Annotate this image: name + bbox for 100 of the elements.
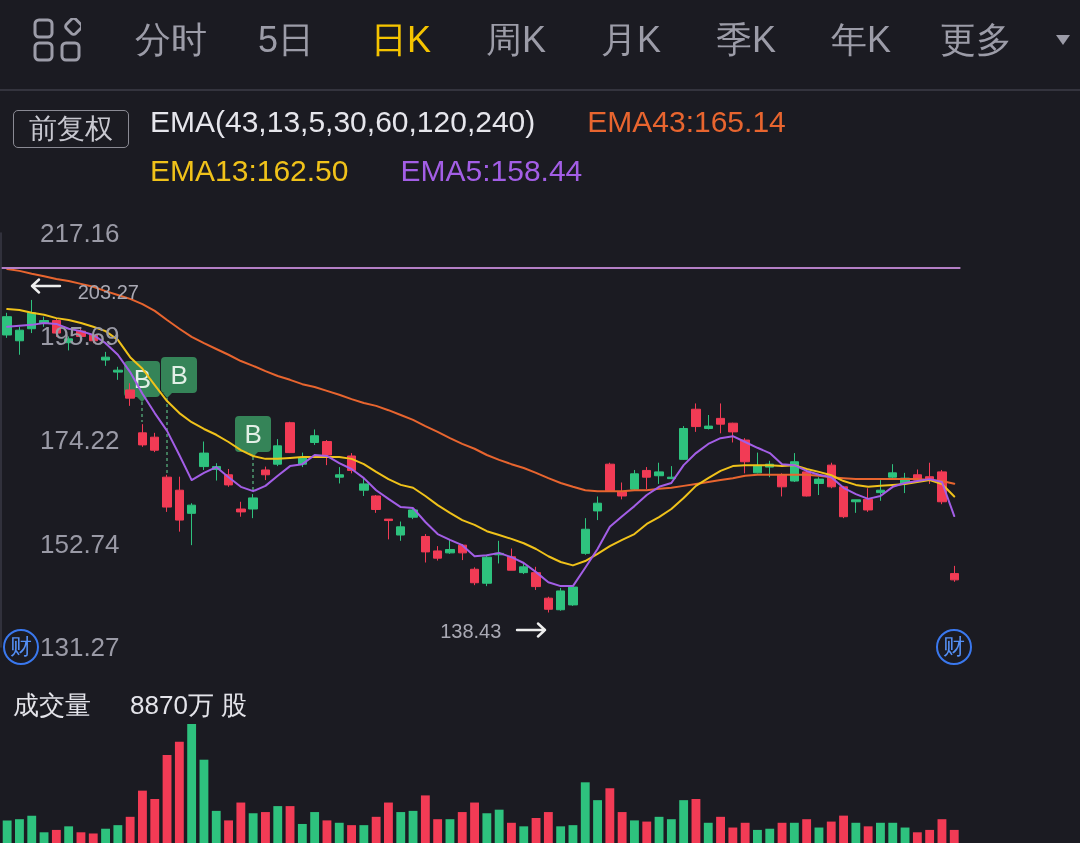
bar [359, 825, 369, 843]
bar [236, 802, 246, 843]
bar [433, 819, 443, 843]
bar [912, 832, 922, 843]
candlestick [482, 554, 492, 587]
bar [150, 798, 160, 843]
candlestick [150, 432, 159, 453]
bar [949, 829, 959, 843]
bar [125, 816, 135, 843]
bar [297, 823, 307, 843]
candlestick [814, 476, 824, 496]
button: 前复权 [13, 110, 129, 148]
bar [445, 819, 455, 843]
line-series [6, 267, 956, 493]
bar [224, 820, 233, 843]
bar [753, 829, 762, 843]
candlestick [544, 596, 553, 613]
candlestick [642, 466, 651, 490]
bar [691, 798, 701, 843]
tab-label: 分时 [135, 18, 207, 62]
candlestick [556, 587, 565, 612]
candlestick [950, 565, 959, 583]
bar [15, 819, 24, 843]
bar [728, 827, 738, 843]
candlestick [740, 437, 750, 474]
candlestick [236, 501, 246, 518]
tab-label: 5日 [258, 18, 314, 62]
bar [617, 812, 627, 843]
bar [863, 826, 873, 843]
candlestick [285, 421, 295, 454]
candlestick [507, 548, 516, 571]
bar [851, 822, 861, 843]
bar [113, 825, 123, 843]
bar [261, 812, 270, 843]
bar [789, 822, 799, 843]
bar [64, 826, 74, 843]
bar [716, 816, 725, 843]
candlestick [728, 422, 738, 443]
bar [556, 826, 566, 843]
candlestick [113, 366, 123, 381]
bar [162, 754, 172, 843]
bar [88, 833, 98, 843]
candlestick [310, 428, 319, 446]
candlestick [630, 469, 639, 491]
candlestick [888, 463, 897, 479]
bar [679, 800, 689, 843]
bar [839, 815, 848, 843]
bar [211, 810, 221, 843]
circle-badge: 财 [936, 629, 973, 665]
bar [371, 816, 381, 843]
bar [273, 806, 283, 843]
candlestick [753, 452, 762, 474]
bar [384, 802, 393, 843]
tab-label: 年K [831, 18, 891, 62]
bar [543, 812, 553, 843]
candlestick [851, 499, 861, 514]
candlestick [138, 423, 147, 448]
bar [519, 826, 529, 843]
annotation: B [169, 358, 189, 392]
bar [605, 788, 615, 843]
bar [322, 820, 332, 843]
bar [494, 809, 504, 843]
signal-tag: B [161, 356, 198, 473]
candlestick [876, 479, 885, 502]
candlestick [125, 382, 135, 407]
candlestick [175, 476, 184, 533]
legend-title: EMA(43,13,5,30,60,120,240) [150, 104, 536, 140]
candlestick [605, 462, 615, 493]
bar [826, 821, 836, 843]
tab-label: 日K [371, 18, 431, 62]
bar [470, 802, 479, 843]
candlestick [101, 351, 110, 367]
annotation: 138.43 [440, 619, 502, 644]
candlestick [691, 402, 701, 433]
candlestick [679, 425, 688, 461]
candlestick [396, 521, 405, 542]
bar [187, 724, 197, 843]
bar [642, 821, 652, 843]
candlestick [371, 494, 381, 514]
bar [285, 806, 295, 843]
candlestick [384, 518, 393, 540]
bar [51, 829, 61, 843]
bar [765, 828, 775, 843]
bar [888, 822, 898, 843]
candlestick [199, 441, 209, 471]
candlestick [519, 562, 528, 575]
bar [76, 832, 86, 843]
y-tick-label: 152.74 [40, 528, 120, 559]
bar [666, 819, 676, 843]
candlestick [187, 502, 196, 546]
text: EMA5:158.44 [400, 153, 583, 189]
bar [138, 790, 147, 843]
bar [248, 813, 258, 843]
y-tick-label: 131.27 [40, 632, 120, 662]
bar [507, 822, 516, 843]
bar [310, 812, 320, 843]
tab-label: 季K [716, 18, 776, 62]
candlestick [445, 539, 455, 555]
bar [568, 825, 578, 843]
candlestick [15, 326, 24, 356]
